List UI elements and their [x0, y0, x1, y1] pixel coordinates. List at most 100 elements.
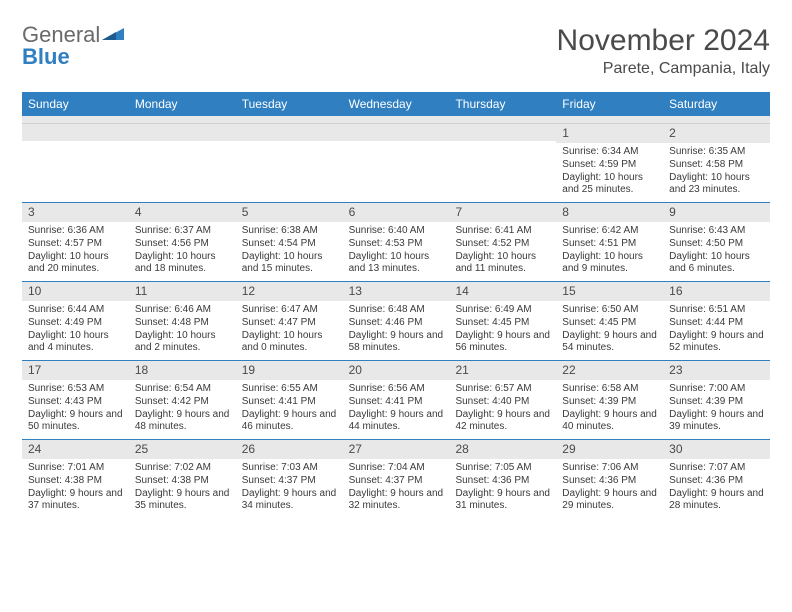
day-details: Sunrise: 6:43 AMSunset: 4:50 PMDaylight:… [663, 222, 770, 280]
sunrise-text: Sunrise: 6:36 AM [28, 225, 123, 238]
calendar-day [129, 124, 236, 202]
day-number: 14 [449, 282, 556, 301]
sunset-text: Sunset: 4:41 PM [242, 396, 337, 409]
calendar-day: 2Sunrise: 6:35 AMSunset: 4:58 PMDaylight… [663, 124, 770, 202]
day-details: Sunrise: 6:48 AMSunset: 4:46 PMDaylight:… [343, 301, 450, 359]
sunset-text: Sunset: 4:38 PM [28, 475, 123, 488]
sunrise-text: Sunrise: 6:41 AM [455, 225, 550, 238]
calendar-day: 3Sunrise: 6:36 AMSunset: 4:57 PMDaylight… [22, 203, 129, 281]
sunrise-text: Sunrise: 6:49 AM [455, 304, 550, 317]
sunset-text: Sunset: 4:36 PM [669, 475, 764, 488]
sunset-text: Sunset: 4:58 PM [669, 159, 764, 172]
day-number: 28 [449, 440, 556, 459]
day-number: 15 [556, 282, 663, 301]
sunrise-text: Sunrise: 7:01 AM [28, 462, 123, 475]
calendar-day: 25Sunrise: 7:02 AMSunset: 4:38 PMDayligh… [129, 440, 236, 518]
day-details: Sunrise: 6:49 AMSunset: 4:45 PMDaylight:… [449, 301, 556, 359]
sunset-text: Sunset: 4:56 PM [135, 238, 230, 251]
day-number: 8 [556, 203, 663, 222]
day-number [449, 124, 556, 141]
day-number: 3 [22, 203, 129, 222]
calendar-day: 27Sunrise: 7:04 AMSunset: 4:37 PMDayligh… [343, 440, 450, 518]
daylight-text: Daylight: 10 hours and 23 minutes. [669, 172, 764, 198]
calendar-day: 24Sunrise: 7:01 AMSunset: 4:38 PMDayligh… [22, 440, 129, 518]
sunrise-text: Sunrise: 6:47 AM [242, 304, 337, 317]
day-details: Sunrise: 7:00 AMSunset: 4:39 PMDaylight:… [663, 380, 770, 438]
sunrise-text: Sunrise: 6:51 AM [669, 304, 764, 317]
sunset-text: Sunset: 4:46 PM [349, 317, 444, 330]
sunset-text: Sunset: 4:47 PM [242, 317, 337, 330]
day-number: 2 [663, 124, 770, 143]
sunset-text: Sunset: 4:39 PM [562, 396, 657, 409]
sunset-text: Sunset: 4:38 PM [135, 475, 230, 488]
title-block: November 2024 Parete, Campania, Italy [557, 24, 770, 78]
daylight-text: Daylight: 9 hours and 54 minutes. [562, 330, 657, 356]
day-number: 23 [663, 361, 770, 380]
calendar-week: 3Sunrise: 6:36 AMSunset: 4:57 PMDaylight… [22, 202, 770, 281]
day-details: Sunrise: 6:44 AMSunset: 4:49 PMDaylight:… [22, 301, 129, 359]
day-number: 6 [343, 203, 450, 222]
daylight-text: Daylight: 9 hours and 32 minutes. [349, 488, 444, 514]
sunset-text: Sunset: 4:59 PM [562, 159, 657, 172]
day-details: Sunrise: 7:03 AMSunset: 4:37 PMDaylight:… [236, 459, 343, 517]
daylight-text: Daylight: 9 hours and 46 minutes. [242, 409, 337, 435]
sunrise-text: Sunrise: 7:06 AM [562, 462, 657, 475]
calendar-day: 13Sunrise: 6:48 AMSunset: 4:46 PMDayligh… [343, 282, 450, 360]
day-details: Sunrise: 6:42 AMSunset: 4:51 PMDaylight:… [556, 222, 663, 280]
day-details: Sunrise: 6:47 AMSunset: 4:47 PMDaylight:… [236, 301, 343, 359]
day-number: 18 [129, 361, 236, 380]
sunset-text: Sunset: 4:36 PM [562, 475, 657, 488]
day-number: 20 [343, 361, 450, 380]
sunset-text: Sunset: 4:45 PM [562, 317, 657, 330]
sunrise-text: Sunrise: 6:46 AM [135, 304, 230, 317]
calendar-day: 7Sunrise: 6:41 AMSunset: 4:52 PMDaylight… [449, 203, 556, 281]
sunset-text: Sunset: 4:37 PM [349, 475, 444, 488]
day-details: Sunrise: 6:51 AMSunset: 4:44 PMDaylight:… [663, 301, 770, 359]
sunrise-text: Sunrise: 6:37 AM [135, 225, 230, 238]
day-number: 16 [663, 282, 770, 301]
sunrise-text: Sunrise: 6:48 AM [349, 304, 444, 317]
daylight-text: Daylight: 10 hours and 25 minutes. [562, 172, 657, 198]
daylight-text: Daylight: 9 hours and 40 minutes. [562, 409, 657, 435]
day-details: Sunrise: 6:35 AMSunset: 4:58 PMDaylight:… [663, 143, 770, 201]
calendar-week: 24Sunrise: 7:01 AMSunset: 4:38 PMDayligh… [22, 439, 770, 518]
sunset-text: Sunset: 4:51 PM [562, 238, 657, 251]
daylight-text: Daylight: 9 hours and 37 minutes. [28, 488, 123, 514]
sunset-text: Sunset: 4:39 PM [669, 396, 764, 409]
calendar-week: 1Sunrise: 6:34 AMSunset: 4:59 PMDaylight… [22, 124, 770, 202]
brand-logo: General Blue [22, 24, 124, 68]
day-number: 22 [556, 361, 663, 380]
daylight-text: Daylight: 10 hours and 11 minutes. [455, 251, 550, 277]
day-number: 13 [343, 282, 450, 301]
daylight-text: Daylight: 9 hours and 52 minutes. [669, 330, 764, 356]
calendar-day: 4Sunrise: 6:37 AMSunset: 4:56 PMDaylight… [129, 203, 236, 281]
day-number [236, 124, 343, 141]
day-details: Sunrise: 7:02 AMSunset: 4:38 PMDaylight:… [129, 459, 236, 517]
sunset-text: Sunset: 4:36 PM [455, 475, 550, 488]
calendar-day [236, 124, 343, 202]
day-details: Sunrise: 6:57 AMSunset: 4:40 PMDaylight:… [449, 380, 556, 438]
sunrise-text: Sunrise: 7:03 AM [242, 462, 337, 475]
calendar-day: 9Sunrise: 6:43 AMSunset: 4:50 PMDaylight… [663, 203, 770, 281]
calendar-day: 19Sunrise: 6:55 AMSunset: 4:41 PMDayligh… [236, 361, 343, 439]
weekday-header: Monday [129, 93, 236, 116]
day-number: 4 [129, 203, 236, 222]
day-number [129, 124, 236, 141]
sunrise-text: Sunrise: 6:40 AM [349, 225, 444, 238]
daylight-text: Daylight: 10 hours and 15 minutes. [242, 251, 337, 277]
daylight-text: Daylight: 9 hours and 48 minutes. [135, 409, 230, 435]
day-number: 7 [449, 203, 556, 222]
daylight-text: Daylight: 9 hours and 58 minutes. [349, 330, 444, 356]
calendar-day: 30Sunrise: 7:07 AMSunset: 4:36 PMDayligh… [663, 440, 770, 518]
daylight-text: Daylight: 9 hours and 29 minutes. [562, 488, 657, 514]
location-subtitle: Parete, Campania, Italy [557, 60, 770, 78]
daylight-text: Daylight: 9 hours and 56 minutes. [455, 330, 550, 356]
calendar-day: 11Sunrise: 6:46 AMSunset: 4:48 PMDayligh… [129, 282, 236, 360]
day-number: 11 [129, 282, 236, 301]
calendar-day: 16Sunrise: 6:51 AMSunset: 4:44 PMDayligh… [663, 282, 770, 360]
header-spacer [22, 116, 770, 124]
calendar-day: 14Sunrise: 6:49 AMSunset: 4:45 PMDayligh… [449, 282, 556, 360]
day-details: Sunrise: 6:34 AMSunset: 4:59 PMDaylight:… [556, 143, 663, 201]
day-number: 29 [556, 440, 663, 459]
sunrise-text: Sunrise: 6:35 AM [669, 146, 764, 159]
